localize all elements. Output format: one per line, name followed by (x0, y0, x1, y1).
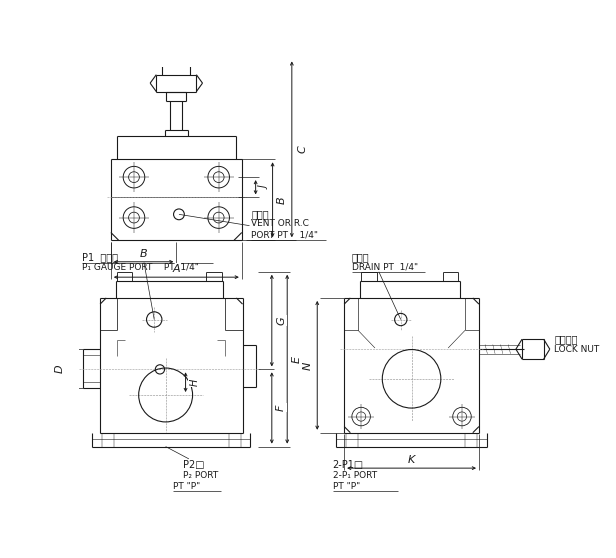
Text: 固定螺帽: 固定螺帽 (554, 334, 578, 344)
Text: E: E (291, 355, 301, 363)
Text: LOCK NUT: LOCK NUT (554, 344, 599, 354)
Text: A: A (172, 264, 180, 275)
Text: 2-P₁ PORT: 2-P₁ PORT (333, 471, 377, 480)
Text: B: B (277, 196, 287, 204)
Text: P2□: P2□ (183, 460, 205, 470)
Text: P₂ PORT: P₂ PORT (183, 471, 218, 480)
Text: D: D (55, 364, 65, 373)
Text: F: F (276, 405, 286, 411)
Text: N: N (303, 361, 313, 369)
Text: P1  測壓口: P1 測壓口 (83, 252, 118, 262)
Text: J: J (260, 186, 270, 189)
Text: K: K (408, 455, 415, 465)
Text: VENT OR R.C: VENT OR R.C (251, 219, 309, 228)
Text: PORT PT    1/4": PORT PT 1/4" (251, 230, 318, 239)
Text: C: C (298, 146, 307, 153)
Text: H: H (190, 378, 200, 386)
Text: P₁ GAUGE PORT    PT  1/4": P₁ GAUGE PORT PT 1/4" (83, 263, 199, 272)
Text: 2-P1□: 2-P1□ (333, 460, 364, 470)
Text: PT "P": PT "P" (174, 482, 201, 491)
Text: DRAIN PT  1/4": DRAIN PT 1/4" (352, 263, 418, 272)
Text: 遠控孔: 遠控孔 (251, 209, 269, 219)
Text: 洩流口: 洩流口 (352, 252, 370, 262)
Text: G: G (276, 316, 286, 325)
Text: B: B (140, 249, 147, 259)
Text: PT "P": PT "P" (333, 482, 360, 491)
